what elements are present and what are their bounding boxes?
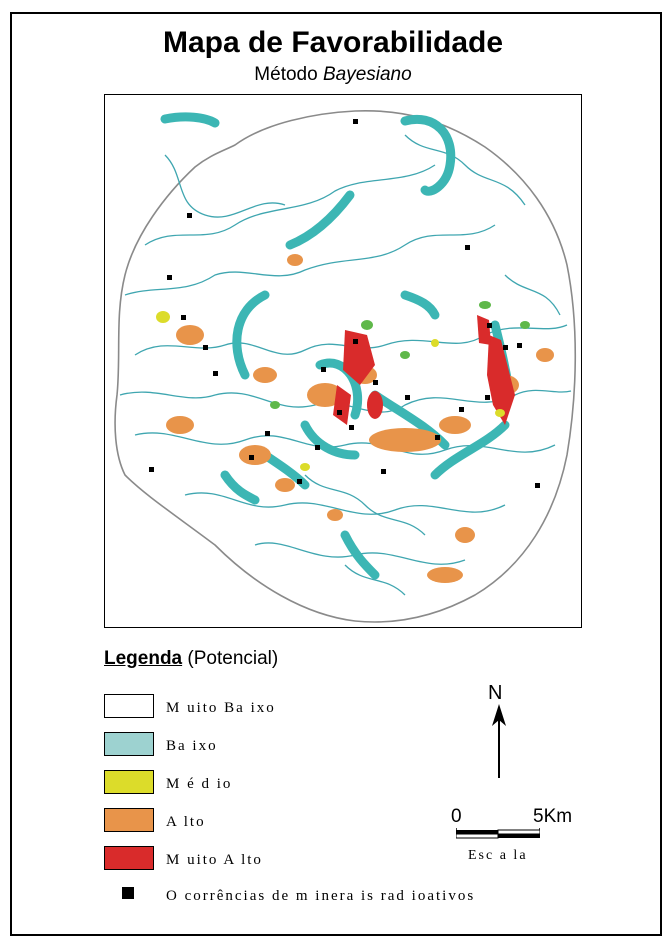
occurrence-label: O corrências de m inera is rad ioativos (166, 888, 476, 904)
mineral-occurrences (149, 119, 540, 488)
north-label: N (488, 682, 503, 704)
high-potential-zones (166, 254, 554, 583)
green-zones (270, 301, 530, 409)
map-canvas (114, 109, 577, 623)
legend-title-rest: (Potencial) (187, 648, 279, 669)
legend-label-high: A lto (166, 814, 206, 830)
map-frame (10, 12, 662, 936)
subtitle-prefix: Método (254, 64, 318, 85)
legend-title: Legenda (Potencial) (104, 648, 278, 670)
legend-label-low: Ba ixo (166, 738, 218, 754)
subtitle-method: Bayesiano (322, 64, 412, 85)
very-high-potential-zones (333, 315, 515, 425)
north-arrow-icon (492, 704, 506, 778)
legend-title-bold: Legenda (104, 648, 183, 669)
map-title: Mapa de Favorabilidade (162, 26, 504, 59)
legend-swatch-medium (104, 770, 154, 794)
legend-label-medium: M é d io (166, 776, 233, 792)
study-area-boundary (114, 109, 577, 623)
legend-swatch-very-high (104, 846, 154, 870)
legend-swatch-very-low (104, 694, 154, 718)
legend-label-very-low: M uito Ba ixo (166, 700, 276, 716)
legend-label-very-high: M uito A lto (166, 852, 263, 868)
favorability-map (104, 94, 582, 628)
scale-bar (456, 828, 540, 839)
occurrence-marker-icon (122, 887, 134, 899)
scale-end: 5Km (533, 806, 573, 827)
map-subtitle: Método Bayesiano (0, 64, 666, 86)
legend-swatch-high (104, 808, 154, 832)
medium-potential-zones (156, 311, 505, 471)
low-potential-zones (160, 112, 515, 580)
scale-caption: Esc a la (468, 848, 528, 863)
legend-swatch-low (104, 732, 154, 756)
scale-start: 0 (451, 806, 462, 827)
